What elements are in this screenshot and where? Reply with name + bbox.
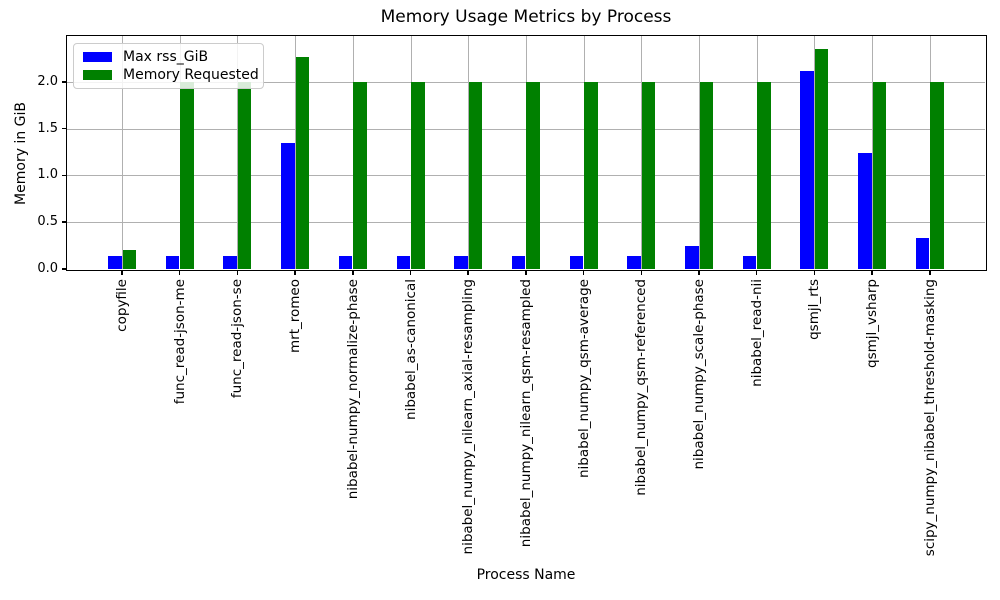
bar-memory-requested-qsmjl_vsharp	[872, 81, 887, 269]
bar-memory-requested-copyfile	[122, 250, 136, 269]
y-tick-mark	[61, 221, 67, 223]
bar-max-rss-nibabel_read-nii	[742, 255, 757, 269]
y-axis-label: Memory in GiB	[13, 102, 29, 205]
y-tick-label: 0.5	[37, 214, 58, 230]
bar-max-rss-mrt_romeo	[281, 142, 295, 269]
bar-max-rss-nibabel-numpy_normalize-phase	[338, 255, 353, 269]
x-tick-label: nibabel_numpy_qsm-referenced	[633, 279, 650, 496]
x-tick-mark	[525, 270, 527, 275]
bar-memory-requested-nibabel_numpy_qsm-average	[584, 81, 598, 269]
bar-memory-requested-nibabel_numpy_scale-phase	[699, 81, 713, 269]
x-tick-mark	[294, 270, 296, 275]
legend-swatch-max-rss	[83, 52, 112, 62]
legend: Max rss_GiB Memory Requested	[73, 43, 264, 89]
x-tick-mark	[352, 270, 354, 275]
x-tick-mark	[813, 270, 816, 275]
x-tick-mark	[582, 270, 585, 275]
x-tick-label: mrt_romeo	[287, 279, 304, 353]
bar-memory-requested-nibabel-numpy_normalize-phase	[353, 81, 367, 269]
bar-memory-requested-func_read-json-me	[180, 81, 194, 269]
bar-memory-requested-qsmjl_rts	[814, 49, 829, 269]
x-tick-mark	[640, 270, 643, 275]
y-tick-mark	[61, 127, 67, 130]
x-axis-label: Process Name	[476, 567, 576, 583]
bar-max-rss-nibabel_as-canonical	[396, 255, 410, 269]
x-tick-label: func_read-json-me	[171, 279, 188, 405]
legend-label-memory-requested: Memory Requested	[123, 67, 259, 83]
x-tick-label: nibabel_numpy_nilearn_qsm-resampled	[517, 279, 534, 548]
x-tick-mark	[755, 270, 758, 275]
bar-max-rss-qsmjl_vsharp	[858, 152, 872, 269]
x-tick-mark	[121, 270, 123, 275]
bar-max-rss-nibabel_numpy_nilearn_qsm-resampled	[511, 255, 526, 269]
x-tick-label: nibabel-numpy_normalize-phase	[344, 279, 361, 500]
x-tick-label: nibabel_read-nii	[748, 279, 765, 387]
x-tick-label: nibabel_numpy_scale-phase	[691, 279, 707, 470]
bar-max-rss-nibabel_numpy_qsm-average	[569, 255, 584, 269]
legend-entry-memory-requested: Memory Requested	[83, 66, 259, 84]
x-tick-mark	[929, 270, 931, 275]
v-gridline	[122, 36, 123, 269]
x-tick-mark	[178, 270, 181, 275]
y-tick-label: 2.0	[37, 73, 58, 89]
bar-max-rss-copyfile	[108, 255, 122, 269]
x-tick-label: qsmjl_vsharp	[864, 279, 881, 368]
x-tick-label: nibabel_as-canonical	[402, 279, 419, 420]
bar-memory-requested-nibabel_as-canonical	[411, 81, 425, 269]
bar-memory-requested-nibabel_numpy_nilearn_qsm-resampled	[526, 81, 540, 269]
bar-memory-requested-nibabel_numpy_qsm-referenced	[641, 81, 656, 269]
bar-max-rss-func_read-json-se	[223, 255, 237, 269]
y-tick-label: 0.0	[37, 261, 58, 276]
bar-max-rss-nibabel_numpy_scale-phase	[685, 245, 699, 269]
chart-title: Memory Usage Metrics by Process	[380, 7, 672, 27]
x-tick-mark	[467, 270, 469, 275]
bar-max-rss-nibabel_numpy_nilearn_axial-resampling	[454, 255, 468, 269]
x-tick-label: copyfile	[114, 279, 130, 332]
y-tick-mark	[61, 174, 67, 177]
bar-memory-requested-scipy_numpy_nibabel_threshold-masking	[930, 81, 944, 269]
x-tick-mark	[236, 270, 239, 275]
bar-max-rss-nibabel_numpy_qsm-referenced	[627, 255, 641, 269]
legend-label-max-rss: Max rss_GiB	[123, 49, 209, 65]
bar-max-rss-qsmjl_rts	[800, 70, 814, 269]
x-tick-mark	[409, 270, 412, 275]
x-tick-label: nibabel_numpy_qsm-average	[575, 279, 592, 478]
y-tick-mark	[61, 81, 67, 83]
x-tick-mark	[698, 270, 700, 275]
bar-memory-requested-mrt_romeo	[295, 56, 310, 269]
bar-memory-requested-func_read-json-se	[237, 81, 252, 269]
bar-memory-requested-nibabel_numpy_nilearn_axial-resampling	[468, 81, 483, 269]
y-tick-mark	[61, 268, 67, 270]
legend-swatch-memory-requested	[83, 70, 112, 80]
x-tick-label: scipy_numpy_nibabel_threshold-masking	[921, 279, 938, 557]
bar-memory-requested-nibabel_read-nii	[757, 81, 771, 269]
y-tick-label: 1.5	[37, 120, 58, 136]
bar-max-rss-func_read-json-me	[165, 255, 180, 269]
y-tick-label: 1.0	[37, 167, 58, 183]
x-tick-label: qsmjl_rts	[806, 279, 823, 340]
bar-max-rss-scipy_numpy_nibabel_threshold-masking	[915, 238, 930, 269]
x-tick-label: func_read-json-se	[229, 279, 246, 399]
x-tick-label: nibabel_numpy_nilearn_axial-resampling	[460, 279, 477, 555]
x-tick-mark	[871, 270, 873, 275]
legend-entry-max-rss: Max rss_GiB	[83, 48, 255, 66]
